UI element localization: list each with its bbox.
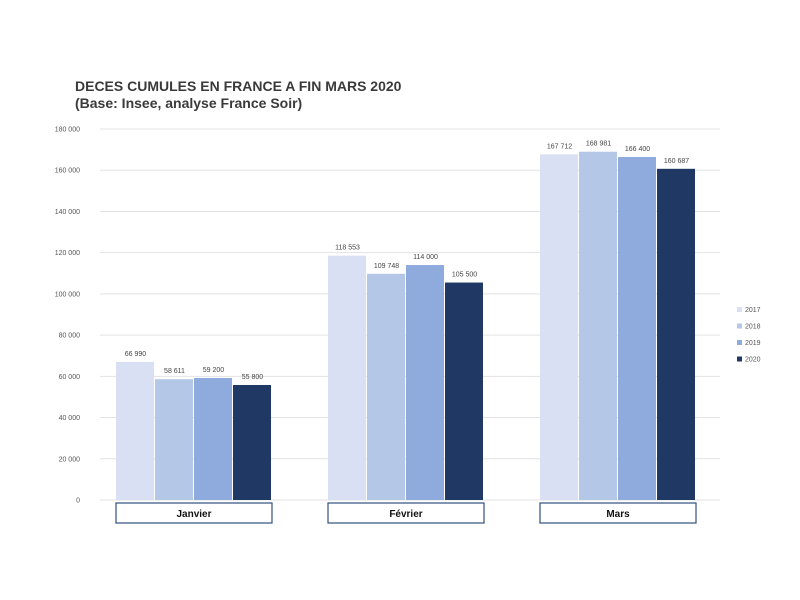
bar-2018-février xyxy=(367,273,405,500)
category-box xyxy=(327,502,485,524)
bar-2020-mars xyxy=(657,168,695,500)
legend-swatch-2020 xyxy=(737,356,742,362)
legend-swatch-2019 xyxy=(737,340,742,345)
chart-title-block: DECES CUMULES EN FRANCE A FIN MARS 2020 … xyxy=(75,78,401,112)
bar-2018-janvier xyxy=(155,379,193,500)
data-label: 109 748 xyxy=(374,263,399,270)
data-label: 160 687 xyxy=(664,158,689,165)
bar-2019-janvier xyxy=(194,377,232,500)
data-label: 168 981 xyxy=(586,141,611,148)
bar-2018-mars xyxy=(579,151,617,501)
x-category-label: Février xyxy=(389,509,422,520)
y-tick-label: 0 xyxy=(76,498,80,505)
data-label: 166 400 xyxy=(625,146,650,153)
y-tick-label: 180 000 xyxy=(55,127,80,134)
y-tick-label: 40 000 xyxy=(59,415,81,422)
data-label: 59 200 xyxy=(203,367,225,374)
bar-2017-janvier xyxy=(116,361,154,500)
bar-2020-février xyxy=(445,282,483,500)
legend-label: 2019 xyxy=(745,340,761,347)
legend-swatch-2018 xyxy=(737,323,742,329)
y-tick-label: 80 000 xyxy=(59,333,81,340)
x-category-label: Mars xyxy=(606,509,630,520)
y-tick-label: 160 000 xyxy=(55,168,80,175)
x-category-label: Janvier xyxy=(176,509,211,520)
data-label: 167 712 xyxy=(547,143,572,150)
legend-label: 2020 xyxy=(745,357,761,364)
data-label: 58 611 xyxy=(164,368,185,375)
bar-2017-mars xyxy=(540,154,578,500)
chart-title: DECES CUMULES EN FRANCE A FIN MARS 2020 xyxy=(75,78,402,94)
bar-2020-janvier xyxy=(233,384,271,500)
legend-label: 2017 xyxy=(745,307,761,314)
y-tick-label: 20 000 xyxy=(59,456,81,463)
y-tick-label: 120 000 xyxy=(55,250,80,257)
category-box xyxy=(115,502,273,524)
data-label: 114 000 xyxy=(413,254,438,261)
legend-swatch-2017 xyxy=(737,307,742,312)
bar-2019-mars xyxy=(618,157,656,500)
y-tick-label: 100 000 xyxy=(55,291,80,298)
y-tick-label: 140 000 xyxy=(55,209,80,216)
data-label: 118 553 xyxy=(335,245,360,252)
y-tick-label: 60 000 xyxy=(59,374,81,381)
legend-label: 2018 xyxy=(745,324,761,331)
bar-2019-février xyxy=(406,265,444,500)
data-label: 105 500 xyxy=(452,272,477,279)
chart-subtitle: (Base: Insee, analyse France Soir) xyxy=(75,95,303,111)
data-label: 55 800 xyxy=(242,374,264,381)
data-label: 66 990 xyxy=(125,351,147,358)
category-box xyxy=(539,502,697,524)
bar-2017-février xyxy=(328,255,366,500)
